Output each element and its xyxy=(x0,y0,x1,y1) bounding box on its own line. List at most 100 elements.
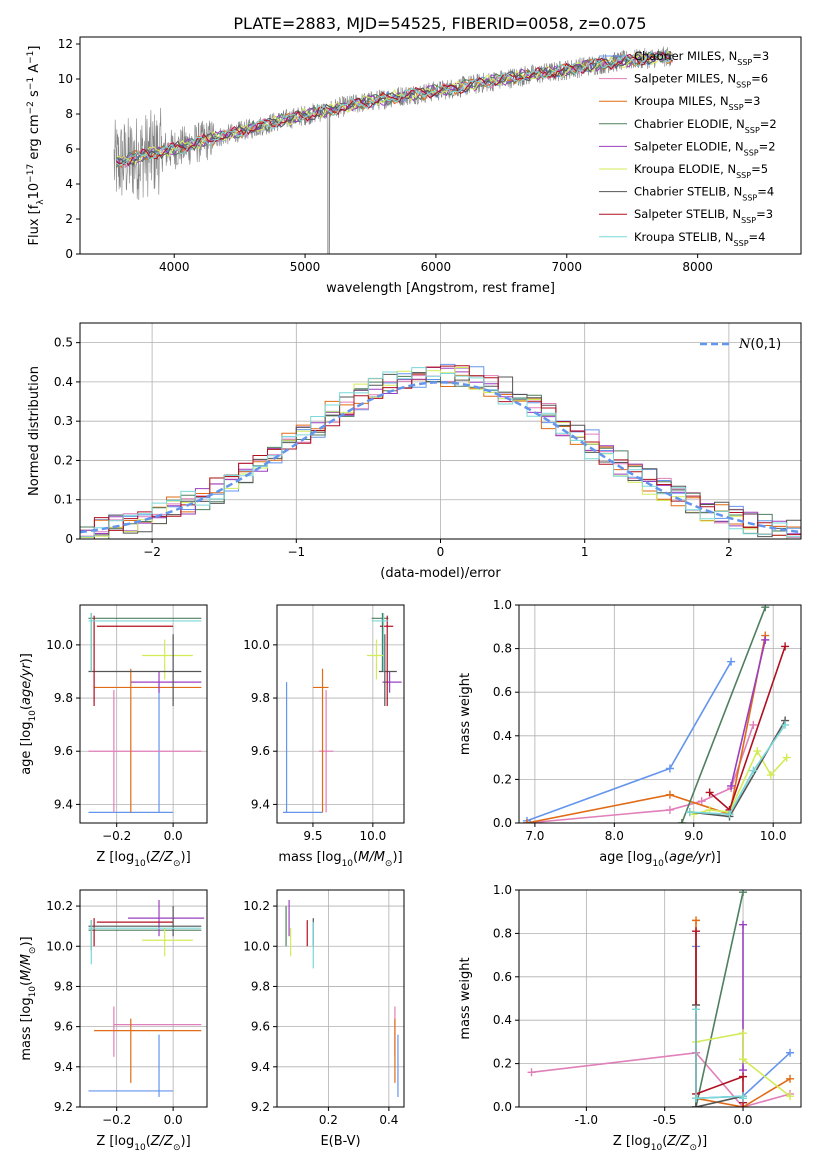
x-axis-label: Z [log10(Z/Z⊙)] xyxy=(96,1134,190,1153)
weight-line-chabrier_elodie xyxy=(695,892,744,1107)
errorbar-salpeter_stelib xyxy=(93,615,174,707)
weight-marker-kroupa_elodie xyxy=(786,1092,795,1101)
y-tick-label: 10.0 xyxy=(46,939,73,953)
x-tick-label: 0.2 xyxy=(319,1113,338,1127)
errorbar-chabrier_miles xyxy=(282,682,323,813)
x-tick-label: −0.2 xyxy=(102,829,131,843)
y-tick-label: 2 xyxy=(65,212,73,226)
panel-residuals: −2 −1 0 1 2 0 0.1 0.2 0.3 0.4 0.5 (data-model)/erro… xyxy=(27,322,802,581)
y-tick-label: 0 xyxy=(65,247,73,261)
errorbar-salpeter_miles xyxy=(113,1006,202,1057)
axes-frame xyxy=(518,604,802,824)
histogram-kroupa_stelib xyxy=(80,367,801,539)
weight-marker-kroupa_elodie xyxy=(766,771,775,780)
x-tick-label: 0.0 xyxy=(733,1113,752,1127)
y-tick-label: 9.2 xyxy=(54,1100,73,1114)
legend-label-chabrier_stelib: Chabrier STELIB, NSSP=4 xyxy=(634,185,774,203)
weight-marker-chabrier_elodie xyxy=(761,605,770,612)
errorbar-kroupa_miles xyxy=(312,668,329,813)
y-tick-label: 0.0 xyxy=(493,816,512,830)
weight-marker-salpeter_miles xyxy=(749,720,758,729)
legend-label-salpeter_elodie: Salpeter ELODIE, NSSP=2 xyxy=(634,139,776,157)
axes-frame xyxy=(79,36,802,255)
x-tick-label: 9.5 xyxy=(303,829,322,843)
y-tick-label: 0.2 xyxy=(54,453,73,467)
errorbar-salpeter_miles xyxy=(88,690,202,813)
legend-label-salpeter_miles: Salpeter MILES, NSSP=6 xyxy=(634,72,768,90)
legend-label-salpeter_stelib: Salpeter STELIB, NSSP=3 xyxy=(634,207,773,225)
y-tick-label: 10.2 xyxy=(46,899,73,913)
x-tick-label: 0.0 xyxy=(164,829,183,843)
weight-marker-kroupa_stelib xyxy=(781,720,790,729)
y-tick-label: 0.4 xyxy=(54,375,73,389)
weight-marker-salpeter_miles xyxy=(697,797,706,806)
x-axis-label: Z [log10(Z/Z⊙)] xyxy=(613,1134,707,1153)
y-axis-label: mass weight xyxy=(458,957,473,1039)
errorbar-salpeter_elodie xyxy=(127,900,205,937)
panel-age_vs_mass: 9.5 10.0 9.4 9.6 9.8 10.0 mass [log10(M/M⊙)] xyxy=(243,604,405,869)
weight-marker-kroupa_elodie xyxy=(739,1055,748,1064)
weight-marker-kroupa_miles xyxy=(665,790,674,799)
axes-age_vs_Z: −0.2 0.0 9.4 9.6 9.8 10.0 Z [log10(Z/Z⊙)] age [… xyxy=(19,604,208,869)
weight-marker-salpeter_miles xyxy=(665,805,674,814)
errorbar-kroupa_elodie xyxy=(142,928,193,957)
legend-label-kroupa_stelib: Kroupa STELIB, NSSP=4 xyxy=(634,230,765,248)
x-tick-label: 2 xyxy=(725,545,733,559)
weight-marker-chabrier_elodie xyxy=(739,890,748,897)
y-tick-label: 10.0 xyxy=(46,638,73,652)
model-spectrum-chabrier_stelib xyxy=(116,51,673,166)
errorbar-salpeter_stelib xyxy=(380,615,394,707)
errorbar-chabrier_stelib xyxy=(88,634,202,707)
x-tick-label: -0.5 xyxy=(653,1113,676,1127)
weight-marker-chabrier_stelib xyxy=(692,1103,701,1107)
y-tick-label: 0.5 xyxy=(54,336,73,350)
x-tick-label: −0.2 xyxy=(102,1113,131,1127)
panel-spectrum: 4000 5000 6000 7000 8000 0 2 4 6 8 10 12 wavelength … xyxy=(26,36,802,296)
y-tick-label: 6 xyxy=(65,142,73,156)
y-tick-label: 9.8 xyxy=(251,691,270,705)
x-axis-label: Z [log10(Z/Z⊙)] xyxy=(96,850,190,869)
y-tick-label: 9.8 xyxy=(54,979,73,993)
x-axis-label: age [log10(age/yr)] xyxy=(599,850,721,869)
y-axis-label: age [log10(age/yr)] xyxy=(19,653,38,775)
x-tick-label: 10.0 xyxy=(760,829,787,843)
weight-marker-kroupa_miles xyxy=(522,819,531,823)
x-axis-label: mass [log10(M/M⊙)] xyxy=(278,850,402,869)
y-axis-label: Flux [fλ10−17 erg cm−2 s−1 A−1] xyxy=(26,46,46,246)
x-tick-label: 8000 xyxy=(682,260,713,274)
y-tick-label: 10.0 xyxy=(243,638,270,652)
legend-label-chabrier_elodie: Chabrier ELODIE, NSSP=2 xyxy=(634,117,777,135)
errorbar-chabrier_stelib xyxy=(88,906,202,937)
y-tick-label: 9.6 xyxy=(251,744,270,758)
normal-reference-curve xyxy=(80,381,801,534)
y-tick-label: 0.1 xyxy=(54,493,73,507)
y-tick-label: 9.6 xyxy=(54,744,73,758)
axes-age_vs_mass: 9.5 10.0 9.4 9.6 9.8 10.0 mass [log10(M/M⊙)] xyxy=(243,604,405,869)
errorbar-kroupa_elodie xyxy=(142,639,193,680)
weight-marker-chabrier_miles xyxy=(727,657,736,666)
panel-mass_vs_EBV: 0.2 0.4 9.2 9.4 9.6 9.8 10.0 10.2 E(B-V) xyxy=(243,889,405,1149)
weight-marker-kroupa_stelib xyxy=(725,810,734,819)
weight-marker-salpeter_stelib xyxy=(781,642,790,651)
x-axis-label: (data-model)/error xyxy=(380,566,501,581)
weight-marker-kroupa_elodie xyxy=(739,1029,748,1038)
weight-line-salpeter_elodie xyxy=(730,639,767,787)
axes-frame xyxy=(518,889,802,1108)
weight-marker-salpeter_elodie xyxy=(727,781,736,790)
panel-weight_vs_Z: -1.0 -0.5 0.0 0.0 0.2 0.4 0.6 0.8 1.0 Z [log10(Z/… xyxy=(458,883,802,1153)
x-tick-label: 0.0 xyxy=(164,1113,183,1127)
weight-line-kroupa_elodie xyxy=(693,749,788,816)
x-axis-label: E(B-V) xyxy=(320,1134,360,1149)
y-axis-label: mass weight xyxy=(458,673,473,755)
y-tick-label: 10.0 xyxy=(243,939,270,953)
weight-marker-salpeter_stelib xyxy=(739,1072,748,1081)
weight-line-salpeter_miles xyxy=(531,1051,791,1107)
y-tick-label: 9.8 xyxy=(251,979,270,993)
plot-area-weight_vs_Z xyxy=(527,890,795,1107)
plot-area-mass_vs_EBV xyxy=(285,900,399,1097)
axes-frame xyxy=(79,604,208,824)
weight-marker-chabrier_miles xyxy=(665,764,674,773)
plot-area-residuals xyxy=(80,363,801,539)
y-tick-label: 12 xyxy=(58,37,73,51)
weight-marker-kroupa_stelib xyxy=(692,1094,701,1103)
